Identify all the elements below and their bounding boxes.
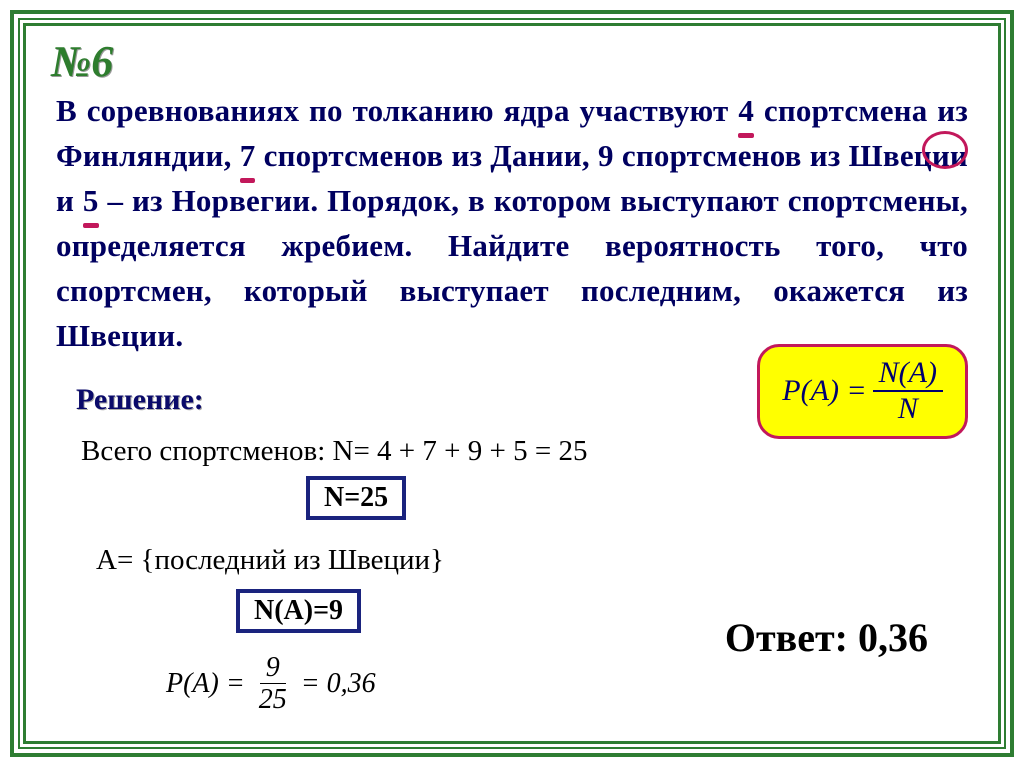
total-athletes-line: Всего спортсменов: N= 4 + 7 + 9 + 5 = 25 [81,435,968,468]
pa-numerator: 9 [260,653,286,684]
pa-lhs: P(A) = [166,668,245,700]
pa-result: = 0,36 [301,668,376,700]
decorative-frame-outer: №6 В соревнованиях по толканию ядра учас… [10,10,1014,757]
highlighted-number-4: 4 [738,89,754,134]
content-area: №6 В соревнованиях по толканию ядра учас… [23,23,1001,744]
problem-statement: В соревнованиях по толканию ядра участву… [56,89,968,359]
problem-text-part: В соревнованиях по толканию ядра участву… [56,93,738,128]
problem-text-part: – из Норвегии. Порядок, в котором выступ… [56,183,968,353]
decorative-frame-mid: №6 В соревнованиях по толканию ядра учас… [18,18,1006,749]
formula-numerator: N(A) [873,357,943,392]
answer-text: Ответ: 0,36 [725,614,928,661]
problem-number: №6 [51,36,968,87]
highlighted-number-7: 7 [240,134,256,179]
pa-denominator: 25 [253,684,293,714]
problem-text-part: спортсменов из Дании, [255,138,598,173]
n-value-box-wrapper: N=25 [306,476,968,520]
probability-formula-box: P(A) = N(A) N [757,344,968,439]
formula-lhs: P(A) = [782,374,866,408]
probability-calculation: P(A) = 9 25 = 0,36 [166,653,968,715]
formula-denominator: N [892,392,924,425]
pa-fraction: 9 25 [253,653,293,715]
highlighted-number-9: 9 [598,138,614,173]
event-definition-line: A= {последний из Швеции} [96,544,968,577]
formula-fraction: N(A) N [873,357,943,424]
na-value-box: N(A)=9 [236,589,361,633]
highlighted-number-5: 5 [83,179,99,224]
n-value-box: N=25 [306,476,406,520]
